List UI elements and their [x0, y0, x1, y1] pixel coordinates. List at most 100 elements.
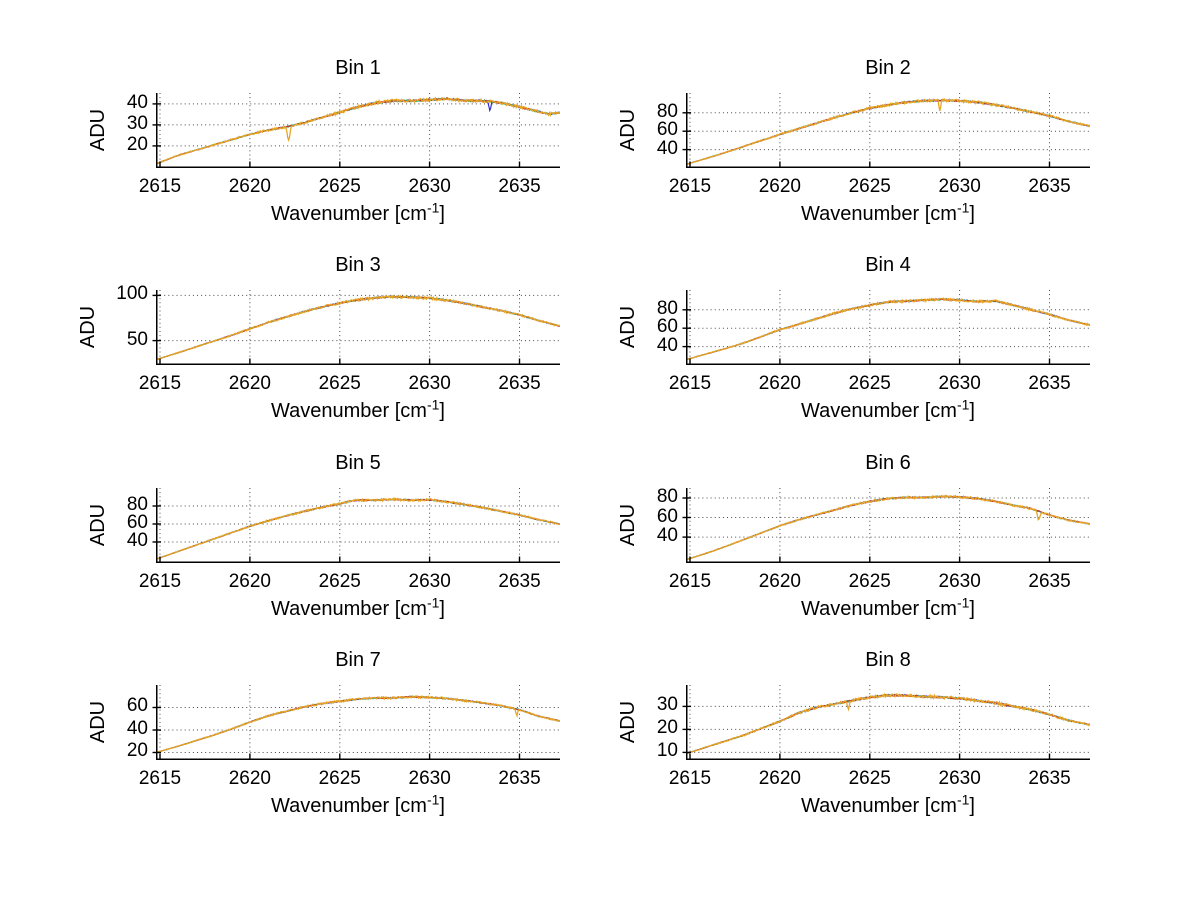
spectrum-line [686, 495, 1090, 561]
x-tick-label: 2615 [668, 373, 712, 394]
x-tick-label: 2615 [668, 571, 712, 592]
y-tick-label: 60 [656, 505, 678, 527]
y-tick-label: 30 [126, 112, 148, 134]
x-axis-label-bin-1: Wavenumber [cm-1] [271, 199, 445, 225]
y-tick-label: 80 [656, 297, 678, 319]
spectrum-line [686, 693, 1090, 755]
spectrum-line [156, 498, 560, 560]
x-tick-label: 2620 [228, 176, 271, 197]
spectrum-line [156, 294, 560, 361]
x-tick-label: 2620 [758, 768, 801, 789]
y-tick-label: 100 [116, 283, 148, 305]
spectrum-line [156, 96, 560, 165]
y-tick-label: 40 [656, 334, 678, 356]
spectrum-line [686, 97, 1090, 166]
x-tick-label: 2630 [938, 373, 981, 394]
spectrum-line [156, 295, 560, 361]
y-tick-label: 50 [126, 328, 148, 350]
x-tick-label: 2630 [408, 373, 451, 394]
spectrum-line [156, 295, 560, 361]
spectrum-line [686, 98, 1090, 165]
x-tick-label: 2615 [138, 176, 182, 197]
x-tick-label: 2620 [228, 768, 271, 789]
x-tick-label: 2625 [318, 768, 361, 789]
plot-area-bin-2 [682, 93, 1090, 168]
x-tick-label: 2625 [848, 176, 891, 197]
subplot-title-bin-3: Bin 3 [335, 254, 381, 276]
subplot-title-bin-6: Bin 6 [865, 452, 911, 474]
y-tick-label: 60 [126, 512, 148, 533]
spectrum-line [686, 693, 1090, 755]
x-tick-label: 2635 [498, 373, 541, 394]
y-tick-label: 60 [656, 316, 678, 338]
y-tick-label: 40 [656, 525, 678, 547]
spectrum-line [686, 692, 1090, 755]
subplot-title-bin-4: Bin 4 [865, 254, 911, 276]
subplot-title-bin-5: Bin 5 [335, 452, 381, 474]
x-tick-label: 2625 [318, 571, 361, 592]
y-tick-label: 40 [126, 530, 148, 552]
spectrum-line [686, 495, 1090, 561]
x-tick-label: 2630 [408, 768, 451, 789]
y-tick-label: 20 [656, 717, 678, 739]
x-tick-label: 2615 [138, 571, 182, 592]
x-axis-label-bin-6: Wavenumber [cm-1] [801, 594, 975, 620]
plot-area-bin-8 [682, 685, 1090, 760]
spectrum-line [686, 495, 1090, 561]
x-axis-label-bin-3: Wavenumber [cm-1] [271, 396, 445, 422]
spectrum-line [686, 297, 1090, 360]
plot-area-bin-5 [152, 488, 560, 563]
y-tick-label: 80 [656, 485, 678, 507]
x-tick-label: 2625 [318, 176, 361, 197]
y-tick-label: 20 [126, 133, 148, 155]
spectrum-line [156, 498, 560, 560]
spectrum-line [686, 99, 1090, 165]
subplot-title-bin-7: Bin 7 [335, 649, 381, 671]
y-tick-label: 80 [126, 494, 148, 515]
x-tick-label: 2630 [408, 176, 451, 197]
spectrum-line [686, 693, 1090, 755]
y-tick-label: 80 [656, 100, 678, 122]
x-tick-label: 2620 [758, 176, 801, 197]
x-axis-label-bin-8: Wavenumber [cm-1] [801, 791, 975, 817]
x-axis-label-bin-7: Wavenumber [cm-1] [271, 791, 445, 817]
y-tick-label: 40 [126, 717, 148, 739]
x-tick-label: 2615 [138, 373, 182, 394]
spectrum-line [156, 295, 560, 361]
x-tick-label: 2620 [758, 571, 801, 592]
y-tick-label: 40 [126, 91, 148, 113]
x-tick-label: 2635 [1028, 768, 1071, 789]
x-tick-label: 2635 [1028, 571, 1071, 592]
x-tick-label: 2615 [668, 768, 712, 789]
x-tick-label: 2620 [758, 373, 801, 394]
subplot-title-bin-1: Bin 1 [335, 57, 381, 79]
x-tick-label: 2625 [848, 768, 891, 789]
x-tick-label: 2630 [938, 571, 981, 592]
plot-area-bin-6 [682, 488, 1090, 563]
spectrum-line [156, 295, 560, 361]
x-tick-label: 2630 [938, 768, 981, 789]
x-tick-label: 2635 [498, 571, 541, 592]
y-tick-label: 20 [126, 740, 148, 762]
spectrum-line [686, 99, 1090, 165]
spectrum-line [156, 497, 560, 560]
spectrum-line [156, 497, 560, 560]
x-tick-label: 2615 [668, 176, 712, 197]
x-tick-label: 2625 [848, 571, 891, 592]
x-tick-label: 2625 [848, 373, 891, 394]
spectrum-line [686, 494, 1090, 561]
x-tick-label: 2615 [138, 768, 182, 789]
x-tick-label: 2620 [228, 571, 271, 592]
spectrum-line [686, 495, 1090, 561]
x-tick-label: 2630 [408, 571, 451, 592]
y-tick-label: 10 [656, 740, 678, 762]
x-tick-label: 2635 [1028, 373, 1071, 394]
y-tick-label: 60 [656, 119, 678, 141]
spectrum-line [686, 693, 1090, 755]
plot-area-bin-4 [682, 290, 1090, 365]
x-tick-label: 2635 [1028, 176, 1071, 197]
x-tick-label: 2635 [498, 176, 541, 197]
y-tick-label: 40 [656, 137, 678, 159]
plot-area-bin-1 [152, 93, 560, 168]
